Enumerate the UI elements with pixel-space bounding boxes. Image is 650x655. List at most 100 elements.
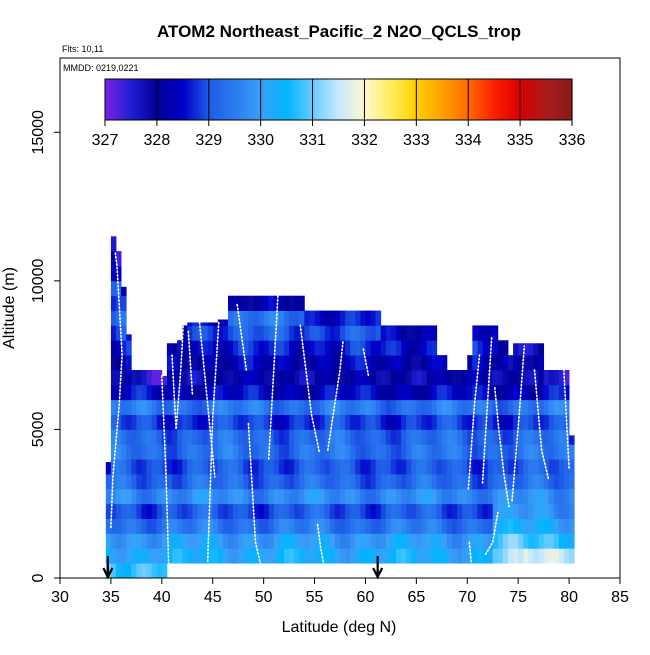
heatmap-cell (375, 370, 382, 386)
heatmap-cell (156, 384, 163, 401)
y-tick-label: 10000 (30, 259, 47, 304)
heatmap-cell (365, 488, 371, 505)
heatmap-cell (518, 370, 524, 386)
heatmap-cell (217, 444, 224, 460)
heatmap-cell (121, 444, 127, 460)
heatmap-cell (502, 355, 509, 371)
x-tick-label: 70 (458, 589, 476, 606)
colorbar-segment (146, 79, 150, 120)
heatmap-cell (146, 429, 153, 445)
heatmap-cell (309, 444, 315, 460)
heatmap-cell (329, 488, 336, 505)
heatmap-cell (309, 518, 315, 534)
heatmap-cell (314, 310, 321, 326)
colorbar-segment (151, 79, 155, 120)
heatmap-cell (329, 444, 336, 460)
heatmap-cell (385, 355, 392, 371)
heatmap-cell (431, 548, 438, 564)
heatmap-cell (192, 399, 198, 415)
heatmap-cell (228, 414, 234, 430)
colorbar-segment (444, 79, 449, 120)
heatmap-cell (569, 444, 575, 460)
heatmap-cell (289, 340, 295, 356)
heatmap-cell (202, 533, 209, 549)
heatmap-cell (177, 459, 183, 475)
heatmap-cell (141, 459, 147, 475)
heatmap-cell (217, 384, 224, 401)
heatmap-cell (268, 474, 275, 490)
heatmap-cell (421, 459, 427, 475)
colorbar-segment (188, 79, 192, 120)
heatmap-cell (314, 370, 321, 386)
heatmap-cell (502, 533, 509, 549)
heatmap-cell (340, 310, 346, 326)
heatmap-cell (380, 518, 387, 534)
heatmap-cell (426, 325, 433, 341)
heatmap-cell (166, 444, 173, 460)
heatmap-cell (324, 340, 331, 356)
colorbar-segment (559, 79, 563, 120)
heatmap-cell (151, 533, 158, 549)
heatmap-cell (411, 459, 417, 475)
colorbar-segment (315, 79, 319, 120)
flights-note: Flts: 10,11 (62, 44, 103, 54)
heatmap-cell (553, 459, 560, 475)
heatmap-cell (248, 533, 254, 549)
heatmap-cell (263, 310, 270, 326)
heatmap-cell (151, 429, 158, 445)
heatmap-cell (558, 399, 565, 415)
heatmap-cell (502, 340, 509, 356)
heatmap-cell (141, 444, 147, 460)
heatmap-cell (380, 429, 387, 445)
heatmap-cell (156, 474, 163, 490)
heatmap-cell (421, 488, 427, 505)
heatmap-cell (558, 503, 565, 519)
heatmap-cell (370, 325, 377, 341)
heatmap-cell (452, 459, 458, 475)
heatmap-cell (452, 548, 458, 564)
colorbar-segment (413, 79, 417, 120)
heatmap-cell (299, 295, 305, 311)
heatmap-cell (538, 343, 545, 356)
heatmap-cell (309, 384, 315, 401)
heatmap-cell (508, 414, 514, 430)
heatmap-cell (126, 370, 132, 386)
heatmap-cell (508, 384, 514, 401)
heatmap-cell (528, 459, 534, 475)
heatmap-cell (436, 399, 443, 415)
heatmap-cell (329, 459, 336, 475)
heatmap-cell (258, 429, 265, 445)
heatmap-cell (340, 414, 346, 430)
heatmap-cell (416, 384, 422, 401)
colorbar-segment (200, 79, 205, 120)
heatmap-cell (441, 444, 448, 460)
heatmap-cell (126, 334, 132, 341)
heatmap-cell (533, 474, 539, 490)
heatmap-cell (222, 340, 229, 356)
heatmap-cell (340, 548, 346, 564)
colorbar-segment (367, 79, 371, 120)
heatmap-cell (497, 533, 504, 549)
heatmap-cell (263, 459, 270, 475)
heatmap-cell (487, 548, 494, 564)
heatmap-cell (334, 355, 341, 371)
colorbar-segment (481, 79, 485, 120)
heatmap-cell (406, 355, 412, 371)
heatmap-cell (121, 370, 127, 386)
heatmap-cell (202, 503, 209, 519)
heatmap-cell (406, 474, 412, 490)
heatmap-cell (156, 459, 163, 475)
heatmap-cell (345, 533, 351, 549)
heatmap-cell (385, 518, 392, 534)
heatmap-cell (538, 370, 545, 386)
heatmap-cell (502, 414, 509, 430)
heatmap-cell (284, 459, 290, 475)
heatmap-cell (355, 370, 361, 386)
heatmap-cell (177, 429, 183, 445)
heatmap-cell (472, 355, 478, 371)
heatmap-cell (253, 488, 259, 505)
heatmap-cell (197, 355, 203, 371)
heatmap-cell (497, 370, 504, 386)
heatmap-cell (253, 533, 259, 549)
colorbar-segment (468, 79, 472, 120)
